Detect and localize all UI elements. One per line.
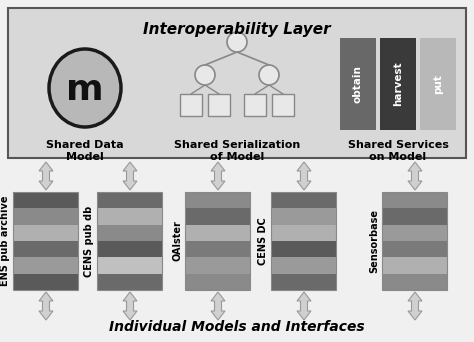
Polygon shape	[39, 292, 53, 320]
Bar	[272, 241, 337, 257]
Bar	[185, 241, 250, 257]
Text: harvest: harvest	[393, 62, 403, 106]
Bar	[383, 241, 447, 257]
Bar	[383, 192, 447, 290]
Circle shape	[195, 65, 215, 85]
Bar	[185, 225, 250, 241]
Polygon shape	[211, 292, 225, 320]
Bar	[383, 257, 447, 274]
Bar	[383, 274, 447, 290]
Bar	[13, 208, 79, 225]
Text: Shared Data
Model: Shared Data Model	[46, 140, 124, 162]
Bar	[244, 94, 266, 116]
Text: CENS pub db: CENS pub db	[84, 206, 94, 277]
Text: ENS pub archive: ENS pub archive	[0, 196, 10, 286]
Bar	[272, 192, 337, 208]
Bar	[98, 192, 163, 290]
Circle shape	[259, 65, 279, 85]
Bar	[13, 274, 79, 290]
Bar	[98, 208, 163, 225]
Polygon shape	[39, 162, 53, 190]
Text: CENS DC: CENS DC	[258, 217, 268, 265]
Text: obtain: obtain	[353, 65, 363, 103]
Bar	[185, 274, 250, 290]
Bar	[380, 38, 416, 130]
Text: Shared Serialization
of Model: Shared Serialization of Model	[174, 140, 300, 162]
Bar	[98, 257, 163, 274]
Bar	[383, 225, 447, 241]
Bar	[208, 94, 230, 116]
Polygon shape	[408, 292, 422, 320]
Bar	[272, 94, 294, 116]
Bar	[383, 208, 447, 225]
Polygon shape	[123, 162, 137, 190]
Text: OAIster: OAIster	[173, 221, 182, 261]
Bar	[272, 257, 337, 274]
Ellipse shape	[49, 49, 121, 127]
Circle shape	[227, 32, 247, 52]
Text: put: put	[433, 74, 443, 94]
Bar	[340, 38, 376, 130]
Polygon shape	[297, 162, 311, 190]
Bar	[420, 38, 456, 130]
Bar	[13, 225, 79, 241]
Bar	[185, 257, 250, 274]
Bar	[383, 192, 447, 208]
Bar	[98, 274, 163, 290]
Polygon shape	[408, 162, 422, 190]
Bar	[98, 192, 163, 208]
Bar	[180, 94, 202, 116]
Polygon shape	[297, 292, 311, 320]
Polygon shape	[123, 292, 137, 320]
Text: m: m	[66, 73, 104, 107]
Bar	[272, 208, 337, 225]
Bar	[272, 192, 337, 290]
Bar	[98, 225, 163, 241]
Text: Shared Services
on Model: Shared Services on Model	[347, 140, 448, 162]
Bar	[13, 241, 79, 257]
Polygon shape	[211, 162, 225, 190]
Text: Interoperability Layer: Interoperability Layer	[143, 22, 331, 37]
Bar	[13, 192, 79, 208]
Bar	[185, 208, 250, 225]
Bar	[185, 192, 250, 208]
Bar	[13, 192, 79, 290]
Bar	[13, 257, 79, 274]
Text: Sensorbase: Sensorbase	[370, 209, 380, 273]
Text: Individual Models and Interfaces: Individual Models and Interfaces	[109, 320, 365, 334]
Bar	[185, 192, 250, 290]
Bar	[98, 241, 163, 257]
Bar	[272, 225, 337, 241]
Bar	[8, 8, 466, 158]
Bar	[272, 274, 337, 290]
